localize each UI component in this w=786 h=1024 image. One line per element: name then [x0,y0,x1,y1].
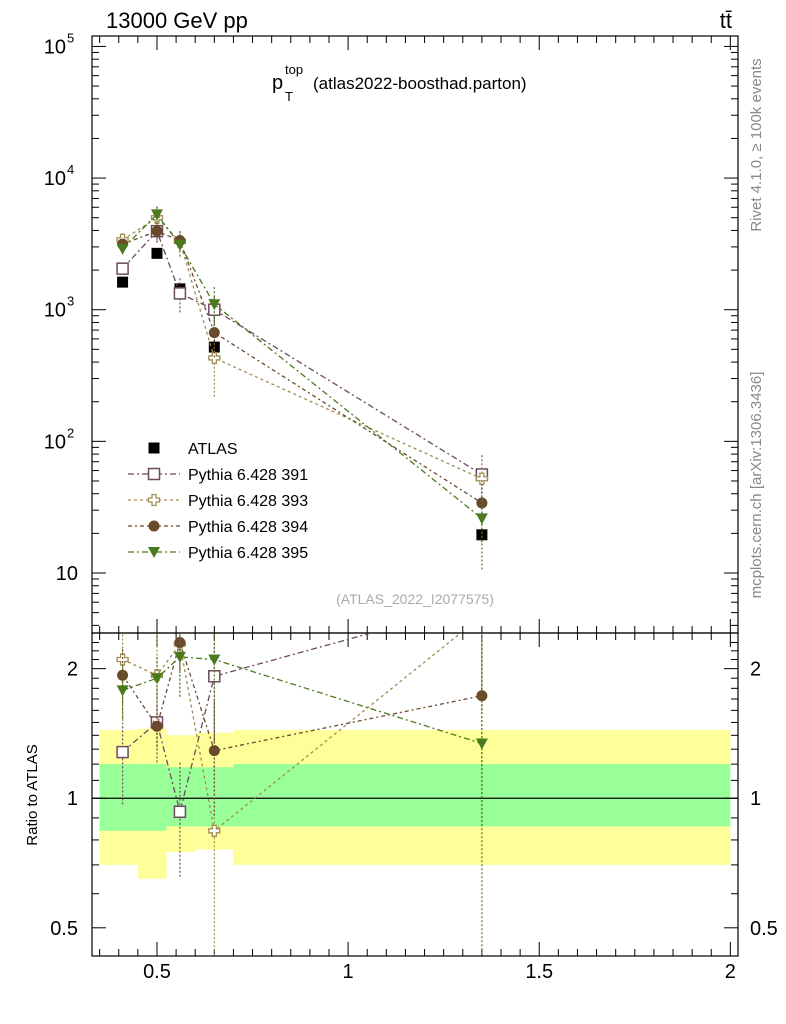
legend: ATLAS Pythia 6.428 391 Pythia 6.428 393 Pyt… [128,441,308,562]
rivet-label: Rivet 4.1.0, ≥ 100k events [748,58,765,231]
legend-label-p391: Pythia 6.428 391 [188,467,308,484]
legend-item-p395: Pythia 6.428 395 [128,545,308,562]
plot-title-text: (atlas2022-boosthad.parton) [313,74,527,93]
ratio-x-tick-label: 1 [343,961,354,983]
ratio-y-tick-label-right: 2 [750,659,761,681]
ratio-y-tick-label: 1 [67,788,78,810]
ratio-y-tick-label-right: 1 [750,788,761,810]
series-p391 [116,223,489,504]
legend-item-p393: Pythia 6.428 393 [128,493,308,510]
main-y-tick-label: 10 [44,431,66,453]
ratio-point-p395 [475,738,488,750]
analysis-watermark: (ATLAS_2022_I2077575) [336,591,494,607]
ratio-point-p393 [116,653,129,666]
ratio-point-p395 [173,651,186,663]
main-y-tick-label: 10 [44,300,66,322]
ratio-band-layer [92,728,738,879]
main-y-tick-label: 10 [56,563,78,585]
data-point-p395 [116,243,129,255]
legend-label-p393: Pythia 6.428 393 [188,493,308,510]
ratio-line-p391 [122,633,374,812]
uncertainty-band-inner [137,764,167,831]
series-p395 [116,206,488,571]
data-point-p393 [475,472,489,485]
main-y-tick-exponent: 4 [67,162,74,177]
legend-item-p391: Pythia 6.428 391 [128,467,308,484]
ratio-point-p391 [116,745,129,759]
ratio-point-p394 [476,690,488,702]
data-point-p395 [475,513,488,525]
uncertainty-band-inner [99,764,138,831]
ratio-point-p394 [174,637,186,649]
data-point-p393 [208,351,221,365]
ratio-line-p395 [122,656,483,745]
series-line-p394 [122,230,483,504]
ratio-plot-frame [91,632,739,957]
legend-marker-p391 [147,467,161,481]
legend-marker-p393 [147,493,161,507]
plot-title-main: p [272,72,283,94]
mcplots-label: mcplots.cern.ch [arXiv:1306.3436] [748,372,765,599]
legend-label-p395: Pythia 6.428 395 [188,545,308,562]
ratio-point-p395 [150,673,163,685]
ratio-point-p391 [173,805,187,819]
legend-label-p394: Pythia 6.428 394 [188,519,308,536]
ratio-x-tick-label: 1.5 [525,961,553,983]
data-point-p395 [150,209,163,221]
ratio-series-p395 [116,633,488,956]
data-point-p394 [151,225,163,237]
series-p393 [116,207,489,508]
plot-title-subscript: T [285,89,293,104]
data-point-p391 [173,287,187,300]
ratio-point-p394 [151,720,163,732]
legend-marker-p395 [148,547,160,558]
ratio-line-p393 [122,633,462,833]
data-point-p391 [116,262,129,275]
series-line-p391 [122,229,483,476]
data-point-p395 [208,299,221,311]
ratio-x-tick-label: 0.5 [143,961,171,983]
data-point-atlas [117,276,129,288]
ratio-point-p394 [117,669,129,681]
energy-label: 13000 GeV pp [106,8,248,33]
process-label: tt̄ [720,8,732,33]
ratio-y-tick-label: 2 [67,659,78,681]
ratio-y-tick-label: 0.5 [50,918,78,940]
main-plot-frame [91,35,739,634]
ratio-point-p394 [208,745,220,757]
main-series-layer [116,206,489,571]
ratio-series-p394 [117,633,488,826]
data-point-p395 [173,240,186,252]
legend-marker-atlas [148,442,160,454]
plot-title-superscript: top [285,62,303,77]
ratio-series-layer [116,611,488,956]
main-y-tick-label: 10 [44,36,66,58]
main-y-tick-exponent: 5 [67,30,74,45]
ratio-axes: 2 2 1 1 0.5 0.5 0.5 1 1.5 2 [50,633,778,983]
main-y-tick-exponent: 2 [67,425,74,440]
ratio-point-p393 [476,611,487,622]
data-point-atlas [476,529,488,541]
ratio-series-group [116,611,488,956]
series-line-p393 [122,216,483,480]
ratio-y-tick-label-right: 0.5 [750,918,778,940]
legend-item-p394: Pythia 6.428 394 [128,519,308,536]
data-point-p394 [208,327,220,339]
data-point-p394 [476,497,488,509]
ratio-point-p393 [208,824,221,837]
ratio-y-axis-label: Ratio to ATLAS [24,744,41,845]
legend-item-atlas: ATLAS [148,441,238,458]
ratio-x-tick-label: 2 [725,961,736,983]
ratio-point-p395 [116,685,129,697]
legend-marker-p394 [148,520,160,532]
main-y-tick-label: 10 [44,168,66,190]
ratio-point-p395 [208,654,221,666]
data-point-atlas [151,247,163,259]
legend-label-atlas: ATLAS [188,441,238,458]
uncertainty-band-inner [195,767,234,827]
main-y-tick-exponent: 3 [67,294,74,309]
